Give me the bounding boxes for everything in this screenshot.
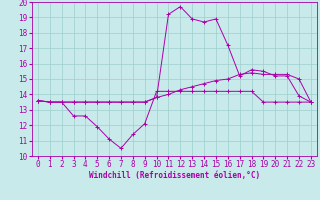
X-axis label: Windchill (Refroidissement éolien,°C): Windchill (Refroidissement éolien,°C) [89,171,260,180]
